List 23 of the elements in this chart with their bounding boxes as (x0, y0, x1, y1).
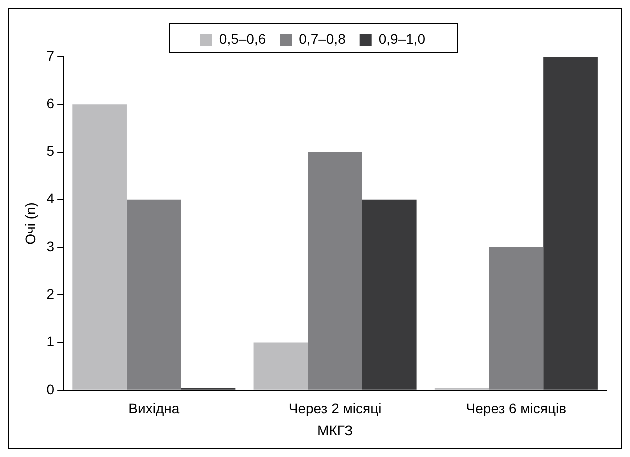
bar (489, 248, 544, 390)
x-tick-label: Через 6 місяців (466, 400, 567, 417)
bar (72, 104, 127, 390)
legend-label: 0,5–0,6 (219, 30, 266, 47)
y-tick-label: 6 (46, 95, 55, 112)
legend-label: 0,7–0,8 (299, 30, 346, 47)
x-axis-title: МКГЗ (318, 422, 354, 438)
bar (362, 200, 417, 390)
legend-label: 0,9–1,0 (378, 30, 426, 47)
y-tick-label: 5 (46, 143, 55, 160)
y-tick-label: 1 (46, 334, 55, 350)
bar (126, 200, 182, 390)
bar (308, 152, 362, 390)
y-tick-label: 4 (46, 190, 55, 207)
x-tick-label: Через 2 місяці (288, 400, 382, 417)
bar (544, 57, 598, 390)
y-axis-title: Очі (n) (22, 202, 38, 245)
y-tick-label: 2 (46, 286, 55, 302)
bar (254, 342, 308, 390)
y-tick-label: 3 (46, 238, 55, 254)
y-tick-label: 0 (46, 381, 55, 398)
y-tick-label: 7 (46, 48, 55, 64)
x-tick-label: Вихідна (128, 400, 180, 417)
